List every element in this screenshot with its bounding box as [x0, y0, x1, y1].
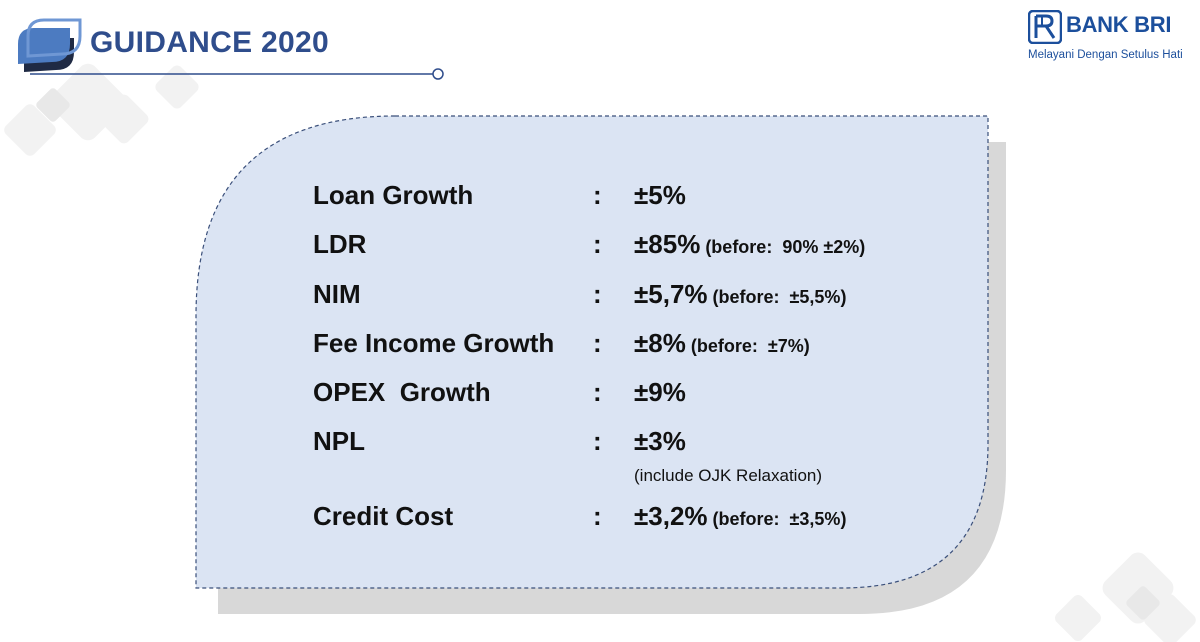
row-separator: :	[593, 501, 602, 531]
row-value: ±5,7% (before: ±5,5%)	[634, 279, 846, 310]
row-value-main: ±3,2%	[634, 501, 708, 531]
title-underline	[30, 68, 444, 80]
row-value: ±5%	[634, 180, 686, 211]
row-value-before: (before: ±3,5%)	[707, 509, 847, 529]
row-separator: :	[593, 229, 602, 259]
bri-logo-icon	[1028, 10, 1062, 44]
row-label: Credit Cost	[313, 501, 454, 531]
row-value: ±3,2% (before: ±3,5%)	[634, 501, 846, 532]
row-value-main: ±8%	[634, 328, 686, 358]
row-value-before: (before: ±7%)	[685, 336, 810, 356]
row-separator: :	[593, 279, 602, 309]
row-label: OPEX Growth	[313, 377, 491, 407]
row-value: ±9%	[634, 377, 686, 408]
logo-name: BANK BRI	[1066, 12, 1172, 37]
row-value-main: ±3%	[634, 426, 686, 456]
guidance-row-fee-income-growth: Fee Income Growth : ±8% (before: ±7%)	[313, 324, 953, 364]
row-separator: :	[593, 328, 602, 358]
logo-tagline: Melayani Dengan Setulus Hati	[1028, 49, 1183, 61]
row-label: Loan Growth	[313, 180, 474, 210]
card-body	[195, 115, 989, 589]
row-label: NPL	[313, 426, 365, 456]
guidance-row-loan-growth: Loan Growth : ±5%	[313, 176, 953, 216]
guidance-row-nim: NIM : ±5,7% (before: ±5,5%)	[313, 275, 953, 315]
row-value: ±3%	[634, 426, 686, 457]
title-leaf-icon	[18, 18, 82, 72]
row-note: (include OJK Relaxation)	[634, 466, 823, 485]
guidance-row-credit-cost: Credit Cost : ±3,2% (before: ±3,5%)	[313, 497, 953, 537]
page-title: GUIDANCE 2020	[90, 26, 329, 59]
guidance-row-ldr: LDR : ±85% (before: 90% ±2%)	[313, 225, 953, 265]
row-label: Fee Income Growth	[313, 328, 555, 358]
guidance-row-opex-growth: OPEX Growth : ±9%	[313, 373, 953, 413]
row-label: NIM	[313, 279, 361, 309]
row-value-before: (before: ±5,5%)	[707, 287, 847, 307]
row-value-main: ±9%	[634, 377, 686, 407]
row-value-main: ±5%	[634, 180, 686, 210]
row-separator: :	[593, 377, 602, 407]
row-value-main: ±5,7%	[634, 279, 708, 309]
bank-bri-logo: BANK BRI Melayani Dengan Setulus Hati	[1028, 10, 1188, 66]
row-value: ±85% (before: 90% ±2%)	[634, 229, 865, 260]
row-separator: :	[593, 180, 602, 210]
row-value-before: (before: 90% ±2%)	[700, 237, 866, 257]
row-value: ±8% (before: ±7%)	[634, 328, 810, 359]
guidance-row-npl: NPL : ±3% (include OJK Relaxation)	[313, 422, 953, 485]
row-separator: :	[593, 426, 602, 456]
row-value-main: ±85%	[634, 229, 701, 259]
row-label: LDR	[313, 229, 367, 259]
